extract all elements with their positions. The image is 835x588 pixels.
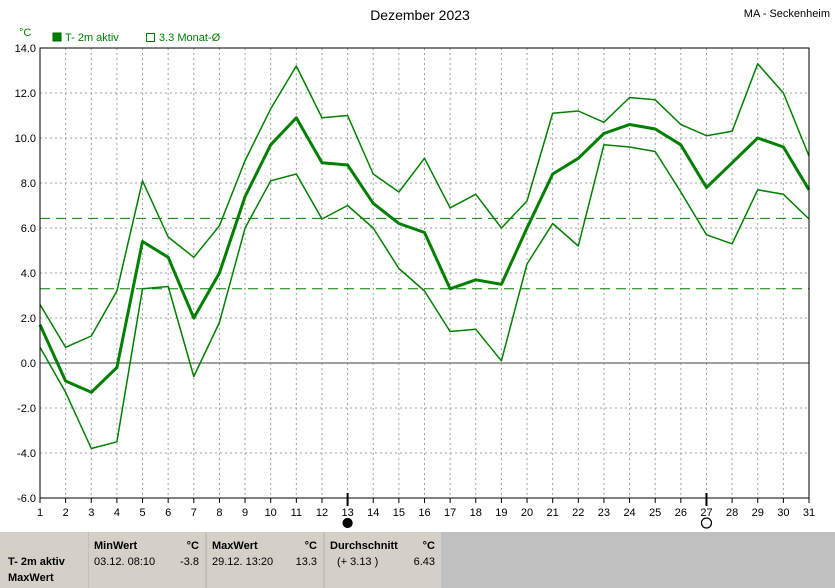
- avg-delta: (+ 3.13 ): [337, 556, 379, 568]
- y-tick-labels: -6.0 -4.0 -2.0 0.0 2.0 4.0 6.0 8.0 10.0 12.0 14.0: [15, 43, 36, 505]
- x-tick-label: 14: [367, 507, 379, 519]
- y-tick-label: 12.0: [15, 88, 36, 100]
- stats-label-box: T- 2m aktiv MaxWert: [0, 532, 88, 588]
- y-tick-label: 6.0: [21, 223, 36, 235]
- x-tick-label: 4: [114, 507, 120, 519]
- y-tick-label: 2.0: [21, 313, 36, 325]
- x-tick-label: 19: [495, 507, 507, 519]
- temperature-chart: -6.0-4.0-2.00.02.04.06.08.010.012.014.0 …: [15, 7, 830, 529]
- y-tick-label: 10.0: [15, 133, 36, 145]
- x-tick-label: 26: [675, 507, 687, 519]
- average-box: Durchschnitt °C (+ 3.13 ) 6.43: [325, 532, 441, 588]
- x-tick-label: 11: [291, 507, 302, 519]
- x-tick-labels: 1 2 3 4 5 6 7 8 9 10 11 12 13 14 15 16 17 18 19 20 21 22 23 24 2…: [37, 498, 815, 519]
- x-tick-label: 6: [165, 507, 171, 519]
- x-tick-label: 8: [216, 507, 222, 519]
- stats-panel: T- 2m aktiv MaxWert MinWert °C 03.12. 08…: [0, 532, 835, 588]
- x-tick-label: 21: [547, 507, 559, 519]
- x-tick-label: 10: [265, 507, 277, 519]
- legend-label-monat: 3.3 Monat-Ø: [159, 32, 221, 44]
- y-tick-label: -6.0: [17, 493, 36, 505]
- min-unit: °C: [186, 540, 199, 552]
- avg-unit: °C: [422, 540, 435, 552]
- x-tick-label: 15: [393, 507, 405, 519]
- series-line-max: [39, 63, 810, 349]
- x-tick-label: 28: [726, 507, 738, 519]
- max-value-box: MaxWert °C 29.12. 13:20 13.3: [207, 532, 323, 588]
- min-time: 03.12. 08:10: [94, 556, 156, 568]
- max-time: 29.12. 13:20: [212, 556, 274, 568]
- min-value: -3.8: [180, 556, 199, 568]
- moon-phases: [342, 493, 713, 529]
- legend-filled-square-icon: [52, 32, 62, 42]
- min-value-box: MinWert °C 03.12. 08:10 -3.8: [89, 532, 205, 588]
- series-line-mean: [38, 116, 811, 394]
- stats-row-label-2: MaxWert: [8, 572, 54, 584]
- x-tick-label: 30: [777, 507, 789, 519]
- x-tick-label: 13: [341, 507, 353, 519]
- chart-title: Dezember 2023: [370, 7, 470, 23]
- y-axis-unit: °C: [19, 27, 31, 39]
- x-tick-label: 22: [572, 507, 584, 519]
- avg-value: 6.43: [413, 556, 435, 568]
- max-header: MaxWert: [212, 540, 258, 552]
- x-tick-label: 27: [700, 507, 712, 519]
- min-header: MinWert: [94, 540, 138, 552]
- x-tick-label: 23: [598, 507, 610, 519]
- x-tick-label: 9: [242, 507, 248, 519]
- station-name: MA - Seckenheim: [744, 8, 830, 20]
- series-line-min: [39, 144, 810, 450]
- x-tick-label: 16: [418, 507, 430, 519]
- x-tick-label: 25: [649, 507, 661, 519]
- x-tick-label: 12: [316, 507, 328, 519]
- max-unit: °C: [304, 540, 317, 552]
- legend: T- 2m aktiv 3.3 Monat-Ø: [52, 32, 221, 44]
- legend-label-aktiv: T- 2m aktiv: [65, 32, 119, 44]
- full-moon-icon: [700, 517, 713, 529]
- y-tick-label: 4.0: [21, 268, 36, 280]
- x-tick-label: 7: [191, 507, 197, 519]
- y-tick-label: -4.0: [17, 448, 36, 460]
- x-tick-label: 31: [803, 507, 815, 519]
- y-tick-label: 8.0: [21, 178, 36, 190]
- x-tick-label: 1: [37, 507, 43, 519]
- x-tick-label: 24: [623, 507, 635, 519]
- grid: [40, 48, 809, 498]
- series-lines: [38, 63, 811, 450]
- avg-header: Durchschnitt: [330, 540, 398, 552]
- y-tick-label: 0.0: [21, 358, 36, 370]
- x-tick-label: 3: [88, 507, 94, 519]
- stats-row-label: T- 2m aktiv: [8, 556, 65, 568]
- x-tick-label: 17: [444, 507, 456, 519]
- x-tick-label: 18: [470, 507, 482, 519]
- legend-open-square-icon: [146, 33, 155, 42]
- x-tick-label: 5: [139, 507, 145, 519]
- y-tick-label: -2.0: [17, 403, 36, 415]
- x-tick-label: 2: [63, 507, 69, 519]
- y-tick-label: 14.0: [15, 43, 36, 55]
- max-value: 13.3: [295, 556, 317, 568]
- x-tick-label: 29: [752, 507, 764, 519]
- new-moon-icon: [342, 517, 353, 529]
- x-tick-label: 20: [521, 507, 533, 519]
